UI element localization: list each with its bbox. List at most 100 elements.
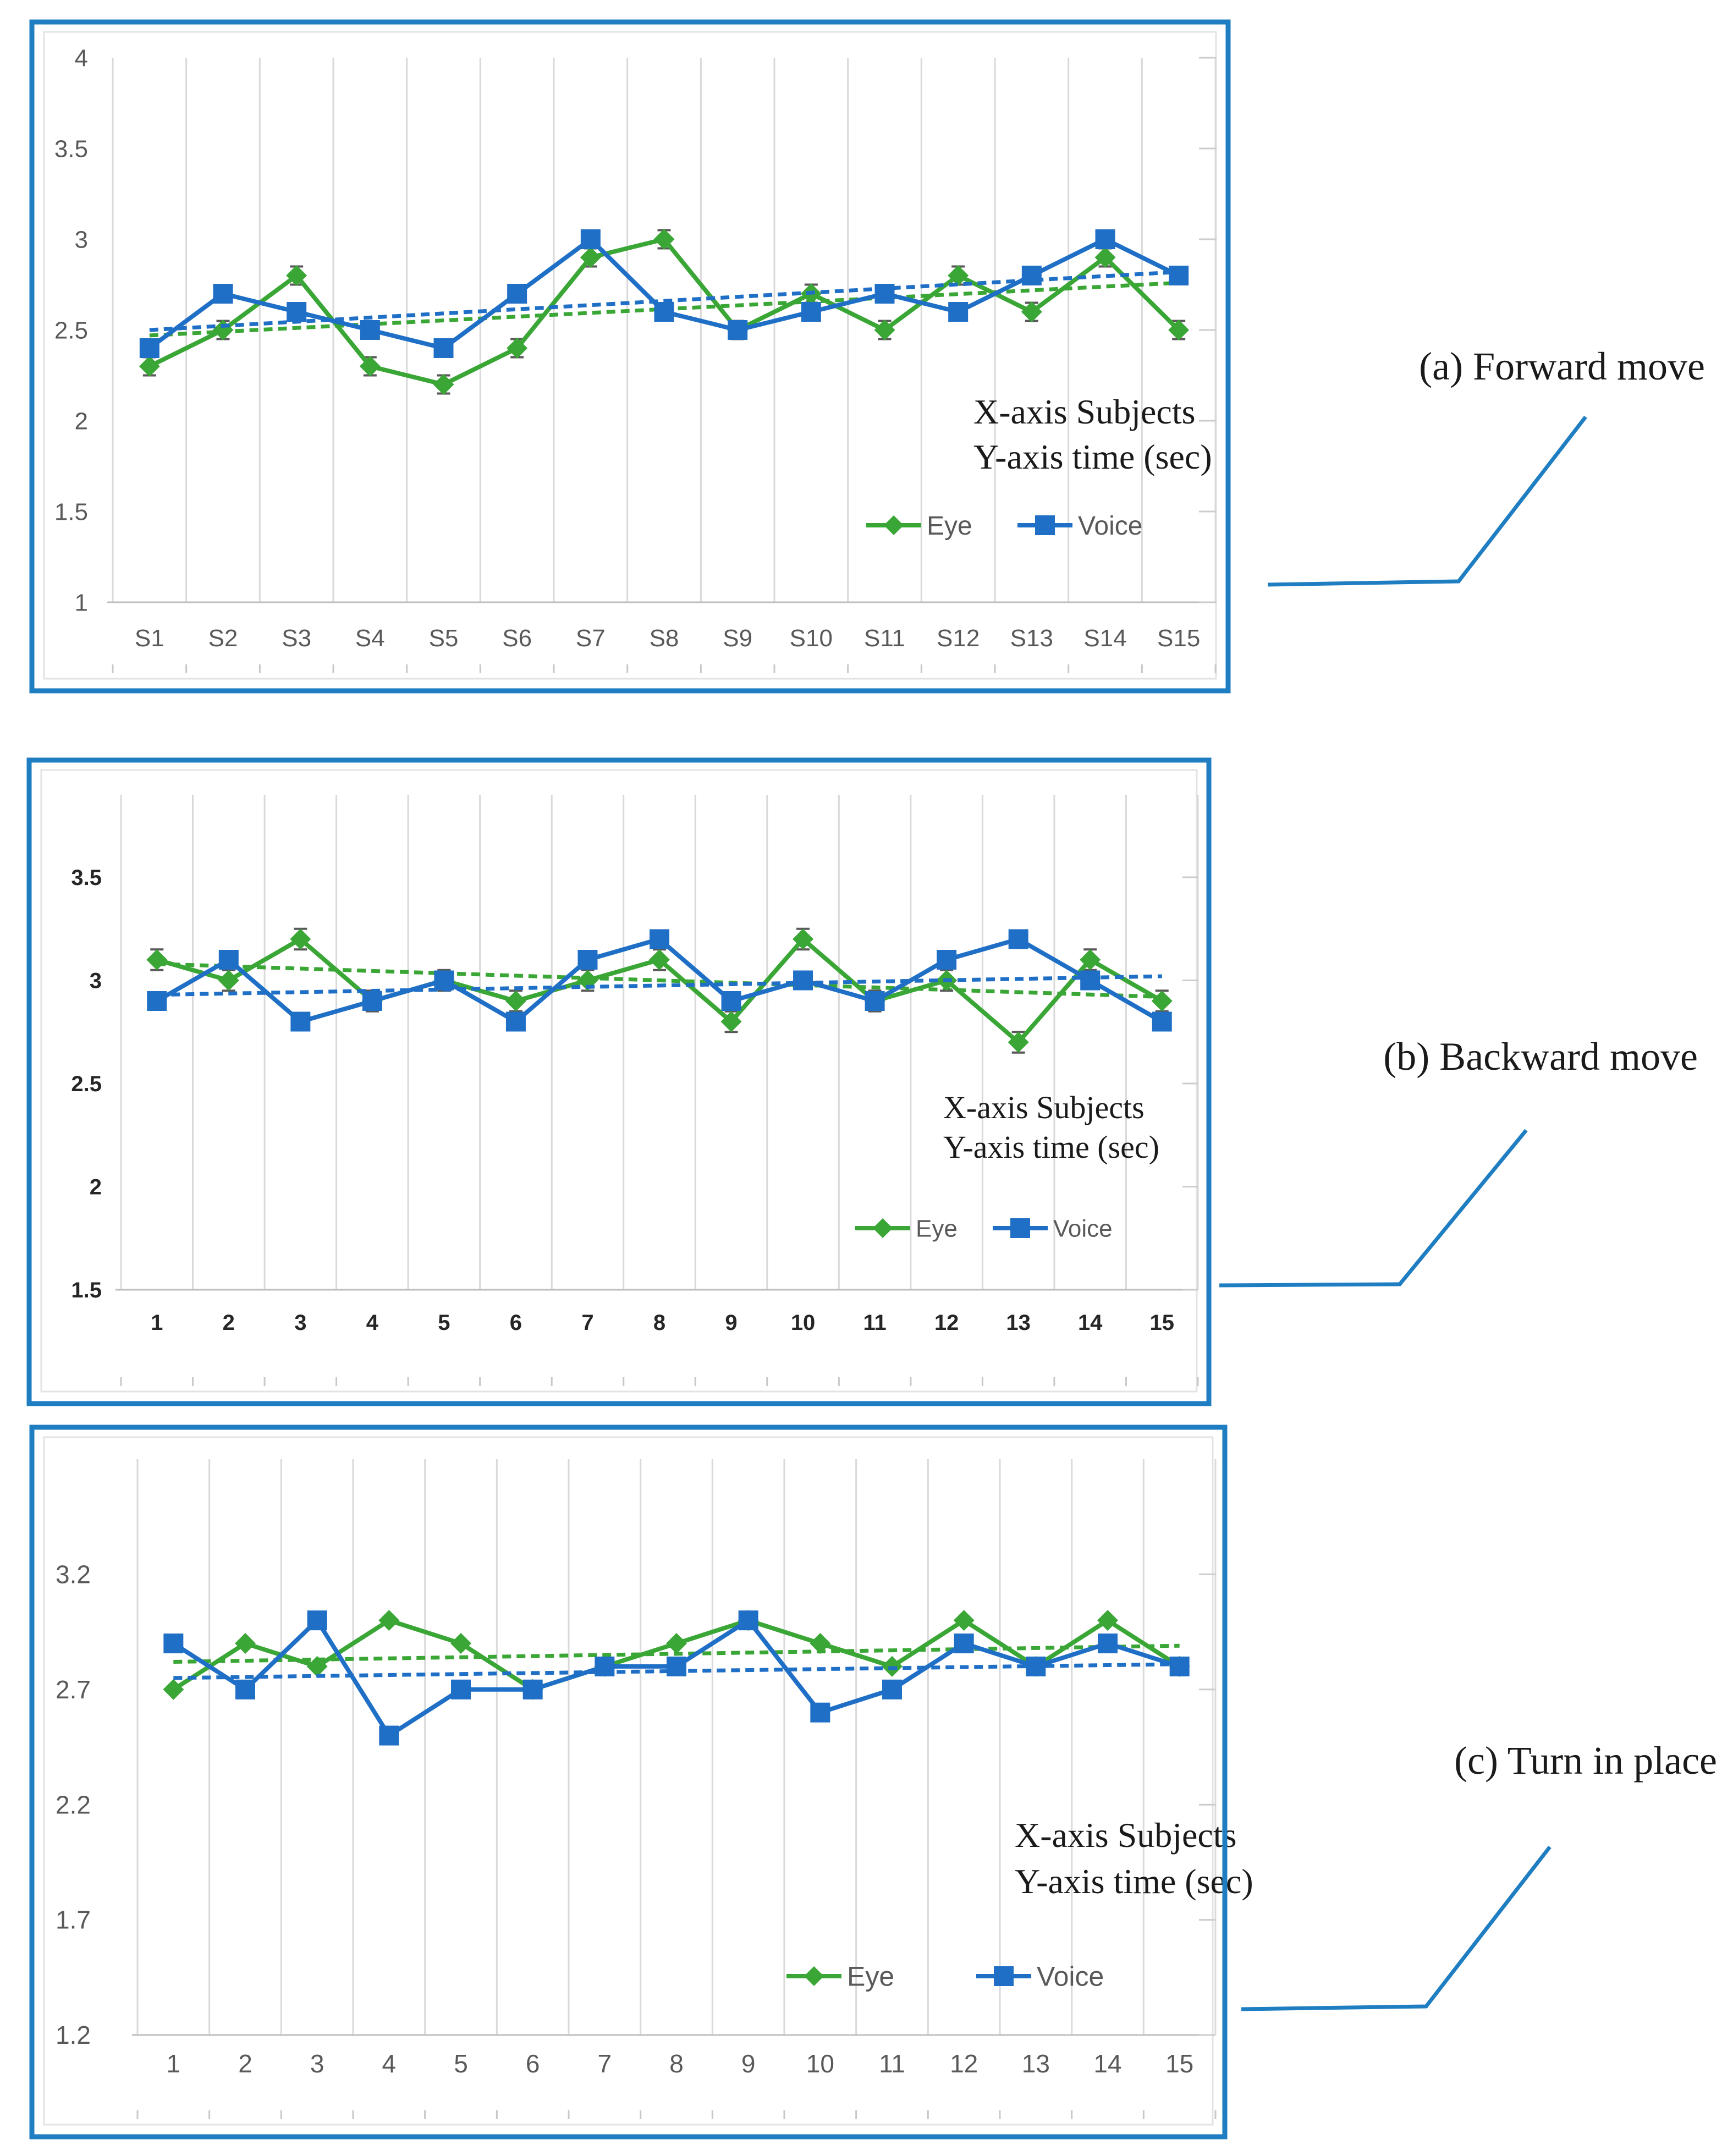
eye-point: [580, 247, 601, 268]
x-tick-label: 9: [725, 1311, 737, 1335]
eye-point: [1168, 320, 1190, 340]
x-tick-label: 5: [438, 1311, 450, 1335]
y-tick-label: 3.5: [54, 135, 88, 162]
chart-area-border: [43, 1436, 1214, 2126]
axis-note-line: Y-axis time (sec): [943, 1129, 1159, 1165]
eye-point: [874, 320, 895, 340]
panel-frame: [26, 757, 1212, 1406]
eye-point: [359, 356, 381, 377]
x-tick-label: 10: [791, 1311, 816, 1335]
series-eye: [139, 229, 1190, 395]
eye-point: [1021, 301, 1042, 322]
x-tick-label: S5: [429, 625, 459, 652]
y-tick-label: 2.7: [56, 1675, 91, 1704]
voice-point: [218, 950, 239, 970]
chart-area-border: [40, 769, 1198, 1393]
legend-label: Voice: [1053, 1215, 1113, 1242]
eye-point: [1097, 1610, 1118, 1631]
voice-trendline: [157, 974, 1162, 997]
voice-point: [235, 1679, 255, 1700]
legend: Eye Voice: [866, 512, 1142, 541]
x-tick-label: 8: [653, 1311, 665, 1335]
voice-point: [507, 284, 527, 304]
y-tick-label: 2: [75, 408, 88, 435]
eye-point: [505, 991, 526, 1011]
x-tick-label: 6: [526, 2049, 540, 2078]
legend-label: Voice: [1078, 512, 1142, 541]
y-tick-label: 3.5: [71, 866, 102, 890]
x-tick-label: S13: [1010, 625, 1053, 652]
x-tick-label: 12: [950, 2049, 978, 2078]
x-tick-label: 10: [806, 2049, 834, 2078]
voice-point: [434, 970, 454, 991]
legend-eye-marker: [804, 1966, 824, 1986]
voice-point: [1098, 1634, 1118, 1654]
voice-point: [1169, 266, 1189, 285]
x-tick-label: S15: [1157, 625, 1200, 652]
x-tick-label: 4: [382, 2049, 397, 2078]
panel-caption: (a) Forward move: [1419, 344, 1705, 388]
series-voice: [163, 1610, 1190, 1746]
y-tick-label: 4: [75, 45, 88, 72]
x-tick-label: S10: [790, 625, 833, 652]
eye-point: [450, 1633, 471, 1654]
panel-caption: (c) Turn in place: [1454, 1739, 1717, 1783]
x-tick-label: 13: [1022, 2049, 1050, 2078]
x-tick-label: 14: [1093, 2049, 1121, 2078]
eye-point: [507, 338, 528, 359]
voice-point: [505, 1011, 526, 1032]
eye-point: [378, 1610, 400, 1631]
x-tick-label: 1: [167, 2049, 181, 2078]
x-tick-label: 11: [879, 2049, 905, 2078]
voice-point: [1026, 1656, 1046, 1676]
voice-point: [667, 1656, 686, 1676]
x-tick-label: 9: [741, 2049, 756, 2078]
y-tick-label: 1: [75, 589, 88, 616]
eye-point: [146, 949, 168, 970]
legend-voice-marker: [1035, 515, 1055, 535]
voice-point: [147, 991, 167, 1011]
voice-point: [801, 302, 821, 322]
y-tick-label: 3: [90, 969, 102, 993]
voice-point: [307, 1610, 327, 1631]
eye-point: [666, 1633, 687, 1654]
eye-point: [1151, 991, 1173, 1011]
voice-point: [1008, 929, 1028, 949]
voice-point: [577, 950, 598, 970]
legend: Eye Voice: [855, 1215, 1113, 1242]
voice-point: [865, 991, 885, 1011]
y-tick-label: 1.5: [71, 1278, 102, 1302]
voice-point: [287, 302, 307, 322]
legend-label: Eye: [847, 1961, 894, 1992]
voice-point: [728, 320, 748, 340]
legend-label: Eye: [927, 512, 972, 541]
legend-label: Voice: [1037, 1961, 1104, 1992]
chart-area-border: [43, 31, 1217, 680]
y-tick-label: 1.5: [54, 498, 88, 525]
eye-point: [163, 1679, 184, 1700]
x-tick-label: S8: [650, 625, 679, 652]
x-tick-label: S12: [937, 625, 980, 652]
voice-point: [1152, 1011, 1172, 1032]
legend-eye-marker: [884, 515, 904, 535]
eye-point: [306, 1656, 328, 1677]
voice-point: [810, 1702, 830, 1723]
voice-point: [290, 1011, 311, 1032]
voice-point: [163, 1634, 184, 1654]
y-tick-label: 3: [75, 226, 88, 253]
x-tick-label: 15: [1165, 2049, 1193, 2078]
x-tick-label: S4: [355, 625, 385, 652]
panel-caption: (b) Backward move: [1383, 1035, 1698, 1079]
x-tick-label: 8: [669, 2049, 684, 2078]
series-voice: [139, 229, 1189, 358]
eye-point: [235, 1633, 256, 1654]
x-tick-label: S11: [864, 625, 905, 652]
eye-point: [793, 928, 814, 950]
axis-note-line: Y-axis time (sec): [1015, 1862, 1253, 1901]
panel-frame: [29, 1425, 1228, 2140]
voice-point: [874, 284, 895, 304]
voice-point: [1080, 970, 1101, 991]
eye-point: [720, 1011, 742, 1032]
eye-trendline: [157, 962, 1162, 999]
axis-note-line: X-axis Subjects: [973, 392, 1196, 431]
